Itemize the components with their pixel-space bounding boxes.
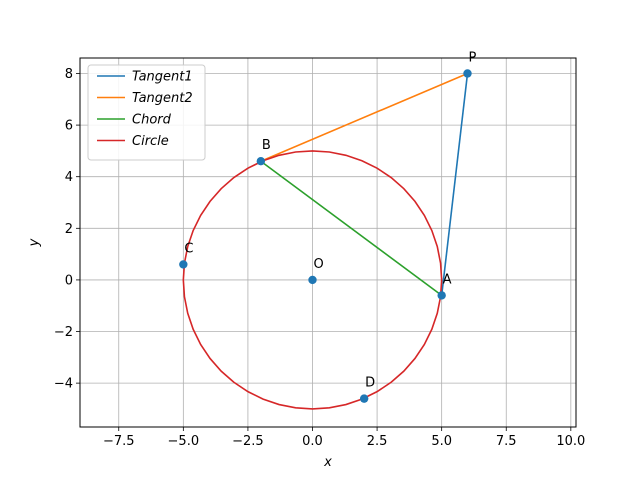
x-tick-label: 7.5 bbox=[496, 434, 517, 449]
y-tick-label: 2 bbox=[65, 222, 73, 237]
point-marker bbox=[256, 157, 266, 166]
point-label: D bbox=[365, 376, 375, 391]
chord-line bbox=[260, 160, 443, 297]
legend-box bbox=[87, 64, 206, 161]
y-tick-label: 4 bbox=[65, 170, 73, 185]
point-marker bbox=[463, 69, 472, 78]
x-tick-label: 2.5 bbox=[367, 434, 388, 449]
y-tick-label: −4 bbox=[54, 377, 73, 392]
x-tick-label: 0.0 bbox=[302, 434, 323, 449]
point-label: C bbox=[184, 241, 193, 256]
point-label: A bbox=[443, 272, 452, 287]
legend-label: Tangent1 bbox=[132, 70, 193, 85]
point-marker bbox=[437, 291, 446, 300]
point-label: O bbox=[314, 257, 324, 272]
y-tick-label: −2 bbox=[54, 325, 73, 340]
point-label: B bbox=[262, 138, 271, 153]
y-tick-label: 8 bbox=[65, 67, 73, 82]
legend-label: Chord bbox=[132, 113, 172, 128]
ticks: −7.5 −5.0 −2.5 0.0 2.5 5.0 7.5 10.0 −4 −2 0 2 4 6 8 bbox=[54, 67, 585, 449]
x-axis-label: x bbox=[323, 455, 332, 470]
legend-label: Circle bbox=[132, 134, 169, 149]
legend: Tangent1 Tangent2 Chord Circle bbox=[87, 64, 206, 161]
series bbox=[182, 72, 469, 410]
x-tick-label: −5.0 bbox=[168, 434, 200, 449]
point-marker bbox=[308, 275, 317, 285]
x-tick-label: 10.0 bbox=[556, 434, 585, 449]
y-tick-label: 6 bbox=[65, 119, 73, 134]
y-axis-label: y bbox=[27, 238, 42, 247]
x-tick-label: −2.5 bbox=[232, 434, 264, 449]
circle-line bbox=[182, 150, 443, 410]
point-marker bbox=[179, 260, 188, 269]
x-tick-label: −7.5 bbox=[103, 434, 135, 449]
point-marker bbox=[359, 394, 369, 403]
legend-label: Tangent2 bbox=[132, 91, 193, 106]
grid bbox=[80, 58, 576, 427]
plot-frame bbox=[79, 57, 577, 428]
tangent2-line bbox=[260, 72, 468, 162]
x-tick-label: 5.0 bbox=[431, 434, 452, 449]
y-tick-label: 0 bbox=[65, 273, 73, 288]
tangent1-line bbox=[440, 73, 469, 296]
